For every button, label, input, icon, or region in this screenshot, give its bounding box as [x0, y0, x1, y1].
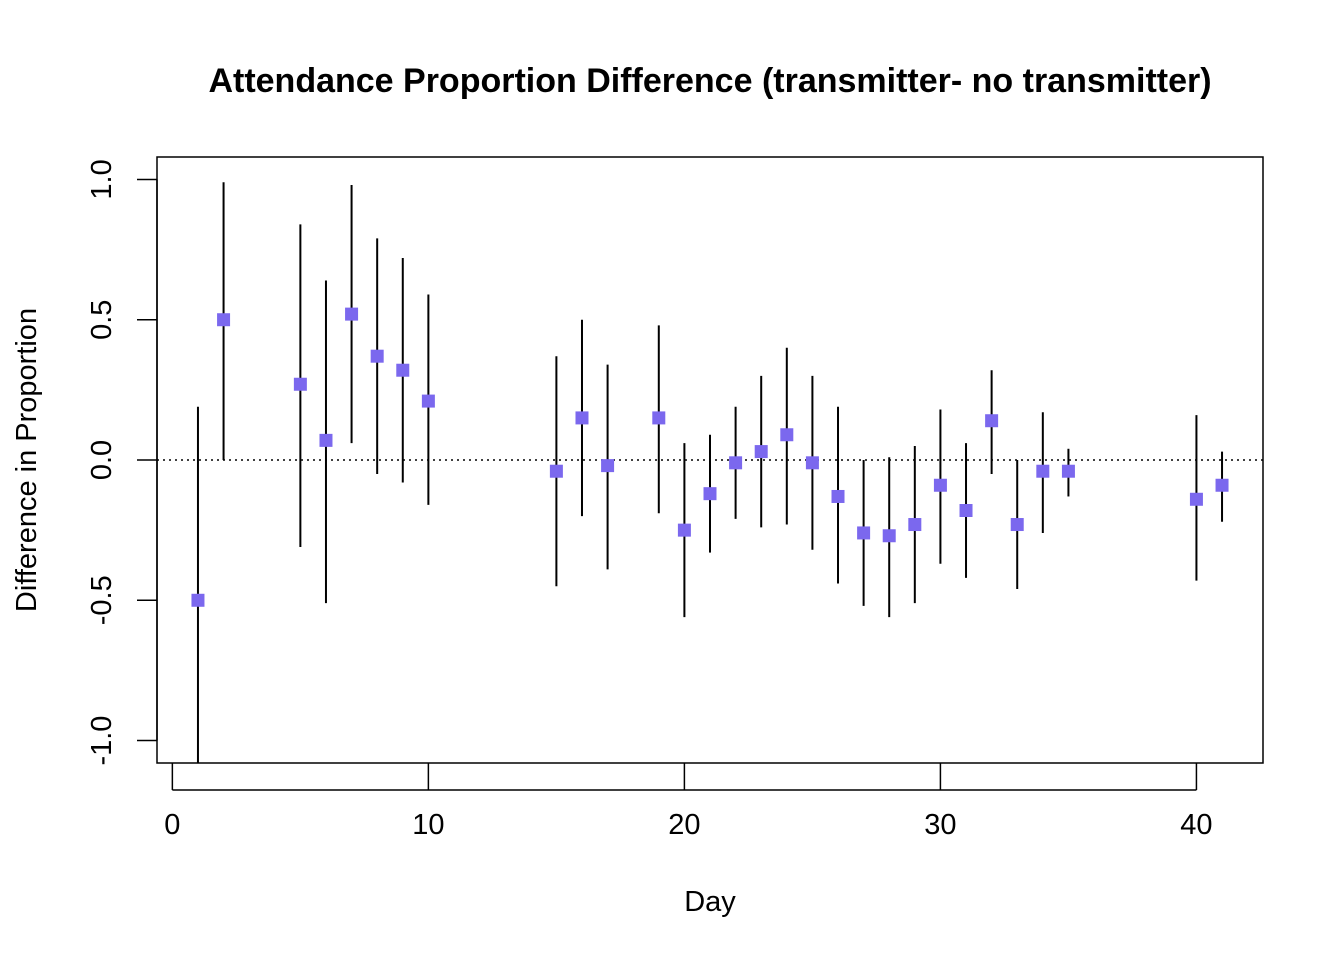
data-point-day-34 [1036, 464, 1050, 478]
data-point-day-27 [857, 526, 871, 540]
data-point-day-30 [933, 478, 947, 492]
data-point-day-16 [575, 411, 589, 425]
y-axis: -1.0 -0.5 0.0 0.5 1.0 [86, 159, 158, 766]
chart-title: Attendance Proportion Difference (transm… [208, 62, 1211, 100]
data-point-day-23 [754, 445, 768, 459]
data-point-day-35 [1061, 464, 1075, 478]
data-point-day-28 [882, 529, 896, 543]
y-tick-label-1: -0.5 [86, 575, 118, 625]
data-point-day-10 [421, 394, 435, 408]
data-point-day-9 [396, 363, 410, 377]
data-point-day-32 [985, 414, 999, 428]
y-axis-label: Difference in Proportion [11, 308, 43, 612]
data-point-day-17 [601, 459, 615, 473]
data-point-day-40 [1189, 492, 1203, 506]
data-point-day-6 [319, 433, 333, 447]
data-point-day-7 [345, 307, 359, 321]
data-point-day-8 [370, 349, 384, 363]
data-point-day-29 [908, 518, 922, 532]
data-point-day-22 [729, 456, 743, 470]
data-point-day-19 [652, 411, 666, 425]
data-point-day-26 [831, 489, 845, 503]
y-tick-label-0: -1.0 [86, 716, 118, 766]
data-point-day-24 [780, 428, 794, 442]
x-axis: 0 10 20 30 40 [164, 763, 1213, 841]
data-point-day-25 [805, 456, 819, 470]
x-tick-label-10: 10 [412, 809, 444, 841]
plot-area [157, 182, 1263, 763]
data-point-day-2 [217, 313, 231, 327]
x-tick-label-40: 40 [1180, 809, 1212, 841]
data-point-day-5 [293, 377, 307, 391]
x-tick-label-30: 30 [924, 809, 956, 841]
data-point-day-1 [191, 593, 205, 607]
x-axis-label: Day [684, 886, 736, 918]
data-point-day-21 [703, 487, 717, 501]
data-point-day-20 [677, 523, 691, 537]
y-tick-label-3: 0.5 [86, 300, 118, 340]
y-tick-label-4: 1.0 [86, 159, 118, 199]
data-point-day-41 [1215, 478, 1229, 492]
x-tick-label-20: 20 [668, 809, 700, 841]
x-tick-label-0: 0 [164, 809, 180, 841]
data-point-day-31 [959, 504, 973, 517]
data-point-day-15 [549, 464, 563, 478]
y-tick-label-2: 0.0 [86, 440, 118, 480]
data-point-day-33 [1010, 518, 1024, 532]
